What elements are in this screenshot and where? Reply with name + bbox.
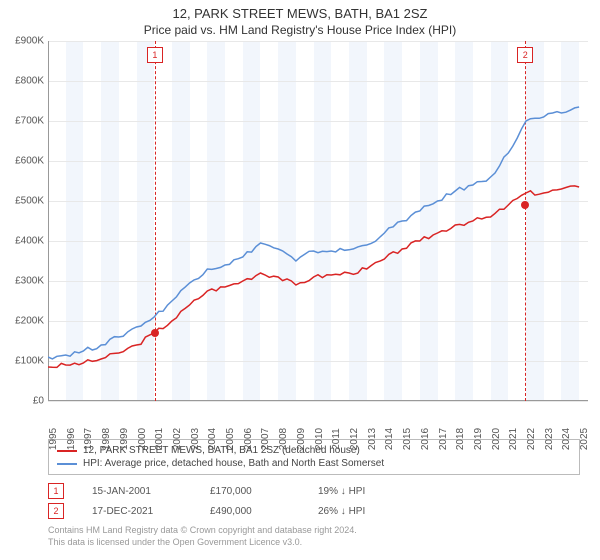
sales-row-num: 1 <box>48 483 64 499</box>
x-tick-label: 1995 <box>48 428 59 450</box>
legend-label: HPI: Average price, detached house, Bath… <box>83 458 384 469</box>
sales-row: 1 15-JAN-2001 £170,000 19% ↓ HPI <box>48 481 580 501</box>
x-tick-label: 1998 <box>101 428 112 450</box>
x-tick-label: 2021 <box>508 428 519 450</box>
x-tick-label: 2010 <box>314 428 325 450</box>
x-tick-label: 2011 <box>331 428 342 450</box>
x-tick-label: 2001 <box>154 428 165 450</box>
y-tick-label: £0 <box>33 396 44 407</box>
x-tick-label: 2004 <box>207 428 218 450</box>
x-tick-label: 2008 <box>278 428 289 450</box>
x-tick-label: 1997 <box>83 428 94 450</box>
footer-attribution: Contains HM Land Registry data © Crown c… <box>48 525 580 548</box>
series-price_paid <box>48 186 579 368</box>
x-tick-label: 2007 <box>260 428 271 450</box>
x-tick-label: 2025 <box>579 428 590 450</box>
sales-row-delta: 19% ↓ HPI <box>318 486 365 497</box>
x-tick-label: 2002 <box>172 428 183 450</box>
x-tick-label: 2009 <box>296 428 307 450</box>
x-tick-label: 2022 <box>526 428 537 450</box>
x-tick-label: 2000 <box>137 428 148 450</box>
x-tick-label: 1999 <box>119 428 130 450</box>
x-tick-label: 2017 <box>438 428 449 450</box>
legend-swatch <box>57 463 77 465</box>
footer-line: Contains HM Land Registry data © Crown c… <box>48 525 580 537</box>
page-title: 12, PARK STREET MEWS, BATH, BA1 2SZ <box>0 0 600 21</box>
x-tick-label: 2013 <box>367 428 378 450</box>
y-tick-label: £700K <box>15 115 44 126</box>
y-tick-label: £300K <box>15 276 44 287</box>
y-tick-label: £800K <box>15 75 44 86</box>
x-tick-label: 2019 <box>473 428 484 450</box>
page-subtitle: Price paid vs. HM Land Registry's House … <box>0 21 600 41</box>
y-tick-label: £500K <box>15 195 44 206</box>
x-tick-label: 2024 <box>561 428 572 450</box>
y-tick-label: £200K <box>15 316 44 327</box>
sales-table: 1 15-JAN-2001 £170,000 19% ↓ HPI 2 17-DEC-202… <box>48 481 580 521</box>
x-tick-label: 2016 <box>420 428 431 450</box>
y-tick-label: £900K <box>15 36 44 47</box>
legend-item: HPI: Average price, detached house, Bath… <box>57 457 571 470</box>
sales-row: 2 17-DEC-2021 £490,000 26% ↓ HPI <box>48 501 580 521</box>
x-axis: 1995199619971998199920002001200220032004… <box>48 401 588 435</box>
series-hpi <box>48 107 579 359</box>
x-tick-label: 2018 <box>455 428 466 450</box>
sales-row-date: 17-DEC-2021 <box>92 506 182 517</box>
x-tick-label: 2014 <box>384 428 395 450</box>
x-tick-label: 2003 <box>190 428 201 450</box>
x-tick-label: 1996 <box>66 428 77 450</box>
sales-row-price: £490,000 <box>210 506 290 517</box>
footer-line: This data is licensed under the Open Gov… <box>48 537 580 549</box>
sales-row-delta: 26% ↓ HPI <box>318 506 365 517</box>
x-tick-label: 2012 <box>349 428 360 450</box>
sales-row-num: 2 <box>48 503 64 519</box>
x-tick-label: 2006 <box>243 428 254 450</box>
x-tick-label: 2023 <box>544 428 555 450</box>
y-tick-label: £600K <box>15 156 44 167</box>
x-tick-label: 2020 <box>491 428 502 450</box>
price-chart: £0£100K£200K£300K£400K£500K£600K£700K£80… <box>48 41 588 401</box>
sales-row-date: 15-JAN-2001 <box>92 486 182 497</box>
sales-row-price: £170,000 <box>210 486 290 497</box>
x-tick-label: 2015 <box>402 428 413 450</box>
y-tick-label: £400K <box>15 236 44 247</box>
x-tick-label: 2005 <box>225 428 236 450</box>
y-tick-label: £100K <box>15 355 44 366</box>
